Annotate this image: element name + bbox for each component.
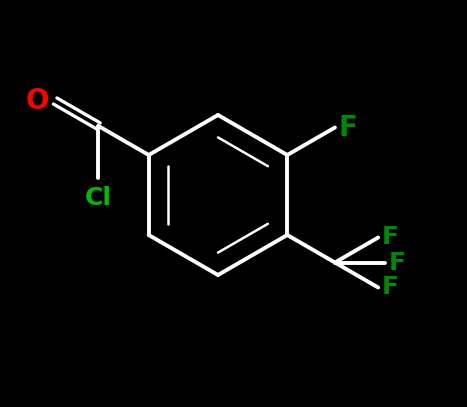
Text: F: F bbox=[389, 250, 406, 274]
Text: F: F bbox=[382, 225, 399, 249]
Text: F: F bbox=[382, 276, 399, 300]
Text: F: F bbox=[339, 114, 358, 142]
Text: O: O bbox=[26, 87, 49, 115]
Text: Cl: Cl bbox=[85, 186, 112, 210]
